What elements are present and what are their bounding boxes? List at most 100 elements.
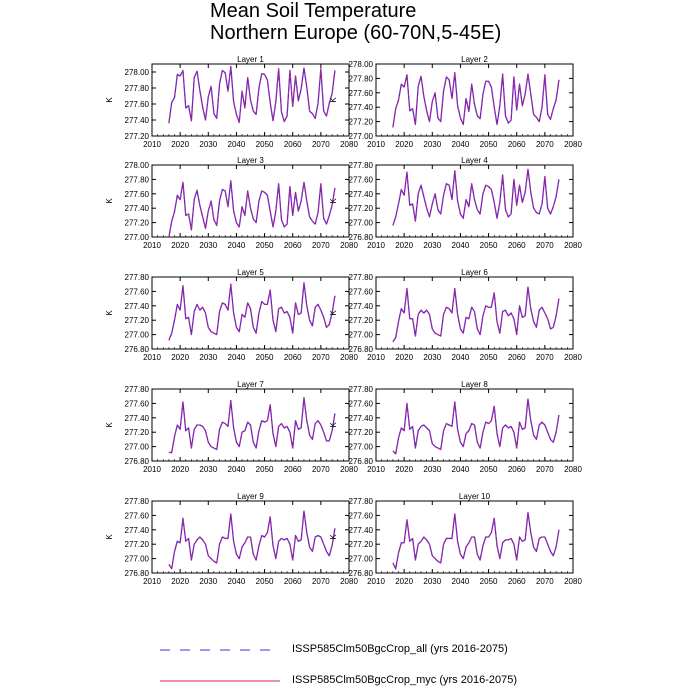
y-tick-label: 277.80 [349, 273, 374, 282]
series-line-myc [168, 510, 336, 570]
y-tick-label: 277.60 [125, 100, 150, 109]
y-tick-label: 277.00 [349, 443, 374, 452]
x-tick-label: 2060 [508, 353, 526, 362]
x-tick-label: 2020 [395, 465, 413, 474]
plot-frame [151, 63, 350, 137]
panel-layer-1: Layer 1 K 2010 2020 2030 2040 2050 2060 2070 2080… [105, 55, 358, 149]
x-tick-label: 2040 [452, 241, 470, 250]
series-line-all [392, 511, 560, 570]
x-tick-label: 2020 [171, 241, 189, 250]
x-tick-label: 2040 [452, 465, 470, 474]
y-tick-label: 277.80 [349, 161, 374, 170]
x-tick-label: 2050 [256, 465, 274, 474]
panel-layer-3: Layer 3 K 2010 2020 2030 2040 2050 2060 2070 2080… [105, 156, 358, 250]
y-tick-label: 277.60 [125, 399, 150, 408]
x-tick-label: 2070 [536, 577, 554, 586]
x-tick-label: 2080 [340, 140, 358, 149]
panel-title: Layer 2 [461, 55, 488, 64]
y-tick-label: 276.80 [349, 457, 374, 466]
x-tick-label: 2050 [480, 140, 498, 149]
series-line-myc [392, 286, 560, 343]
y-tick-label: 277.20 [125, 132, 150, 141]
y-tick-label: 277.40 [125, 204, 150, 213]
x-tick-label: 2080 [564, 465, 582, 474]
y-tick-label: 276.80 [125, 457, 150, 466]
x-tick-label: 2040 [228, 140, 246, 149]
x-tick-label: 2070 [536, 241, 554, 250]
x-tick-label: 2020 [395, 577, 413, 586]
x-tick-label: 2030 [199, 465, 217, 474]
x-tick-label: 2040 [452, 577, 470, 586]
x-tick-label: 2080 [340, 241, 358, 250]
x-tick-label: 2020 [171, 465, 189, 474]
x-tick-label: 2080 [564, 140, 582, 149]
series-line-all [168, 510, 336, 570]
y-tick-label: 278.00 [349, 60, 374, 69]
x-tick-label: 2010 [367, 465, 385, 474]
x-tick-label: 2010 [367, 140, 385, 149]
x-tick-label: 2010 [143, 465, 161, 474]
y-tick-label: 276.80 [349, 233, 374, 242]
figure-title-line2: Northern Europe (60-70N,5-45E) [210, 22, 502, 44]
y-tick-label: 277.00 [125, 233, 150, 242]
y-tick-label: 276.80 [349, 345, 374, 354]
x-tick-label: 2050 [256, 241, 274, 250]
y-tick-label: 277.40 [125, 116, 150, 125]
x-tick-label: 2010 [143, 577, 161, 586]
y-axis-label: K [329, 534, 338, 540]
y-tick-label: 277.60 [349, 287, 374, 296]
x-tick-label: 2020 [395, 353, 413, 362]
y-tick-label: 277.60 [349, 399, 374, 408]
y-tick-label: 277.00 [349, 219, 374, 228]
plot-frame [151, 500, 350, 574]
y-tick-label: 277.40 [125, 302, 150, 311]
panel-title: Layer 4 [461, 156, 488, 165]
panel-title: Layer 9 [237, 492, 264, 501]
x-tick-label: 2080 [564, 577, 582, 586]
y-tick-label: 276.80 [125, 345, 150, 354]
y-tick-label: 276.80 [349, 569, 374, 578]
x-tick-label: 2030 [199, 577, 217, 586]
series-line-all [392, 71, 560, 128]
y-tick-label: 278.00 [125, 161, 150, 170]
y-tick-label: 277.40 [125, 526, 150, 535]
y-tick-label: 277.40 [349, 103, 374, 112]
x-tick-label: 2070 [536, 465, 554, 474]
x-tick-label: 2060 [284, 577, 302, 586]
x-tick-label: 2020 [171, 353, 189, 362]
x-tick-label: 2050 [480, 353, 498, 362]
y-tick-label: 277.80 [125, 84, 150, 93]
y-tick-label: 277.00 [125, 331, 150, 340]
panel-title: Layer 7 [237, 380, 264, 389]
x-tick-label: 2010 [143, 140, 161, 149]
x-tick-label: 2060 [284, 241, 302, 250]
x-tick-label: 2070 [312, 353, 330, 362]
x-tick-label: 2040 [452, 353, 470, 362]
panel-title: Layer 3 [237, 156, 264, 165]
x-tick-label: 2040 [228, 353, 246, 362]
y-axis-label: K [105, 198, 114, 204]
y-tick-label: 277.80 [125, 175, 150, 184]
x-tick-label: 2040 [228, 465, 246, 474]
y-axis-label: K [329, 198, 338, 204]
series-line-myc [392, 168, 560, 226]
y-tick-label: 277.60 [349, 511, 374, 520]
x-tick-label: 2080 [340, 353, 358, 362]
series-line-myc [392, 72, 560, 128]
x-tick-label: 2050 [480, 465, 498, 474]
x-tick-label: 2070 [312, 140, 330, 149]
panel-title: Layer 5 [237, 268, 264, 277]
x-tick-label: 2030 [423, 465, 441, 474]
x-tick-label: 2040 [228, 577, 246, 586]
y-tick-label: 278.00 [125, 68, 150, 77]
y-tick-label: 277.40 [125, 414, 150, 423]
x-tick-label: 2010 [367, 353, 385, 362]
panel-layer-8: Layer 8 K 2010 2020 2030 2040 2050 2060 2070 2080… [329, 380, 582, 474]
y-axis-label: K [105, 534, 114, 540]
y-tick-label: 276.80 [125, 569, 150, 578]
y-tick-label: 277.40 [349, 526, 374, 535]
y-axis-label: K [105, 422, 114, 428]
x-tick-label: 2060 [284, 465, 302, 474]
x-tick-label: 2070 [312, 577, 330, 586]
x-tick-label: 2060 [284, 353, 302, 362]
